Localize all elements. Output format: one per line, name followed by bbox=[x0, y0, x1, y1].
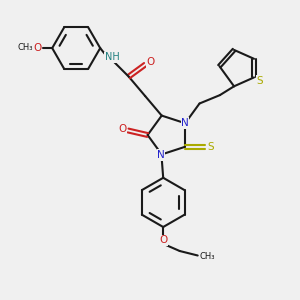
Text: O: O bbox=[118, 124, 127, 134]
Text: S: S bbox=[256, 76, 263, 86]
Text: O: O bbox=[159, 235, 167, 245]
Text: O: O bbox=[34, 43, 42, 53]
Text: N: N bbox=[157, 150, 165, 160]
Text: N: N bbox=[181, 118, 189, 128]
Text: NH: NH bbox=[105, 52, 120, 62]
Text: S: S bbox=[207, 142, 214, 152]
Text: O: O bbox=[146, 57, 154, 67]
Text: CH₃: CH₃ bbox=[200, 252, 215, 261]
Text: CH₃: CH₃ bbox=[17, 43, 33, 52]
